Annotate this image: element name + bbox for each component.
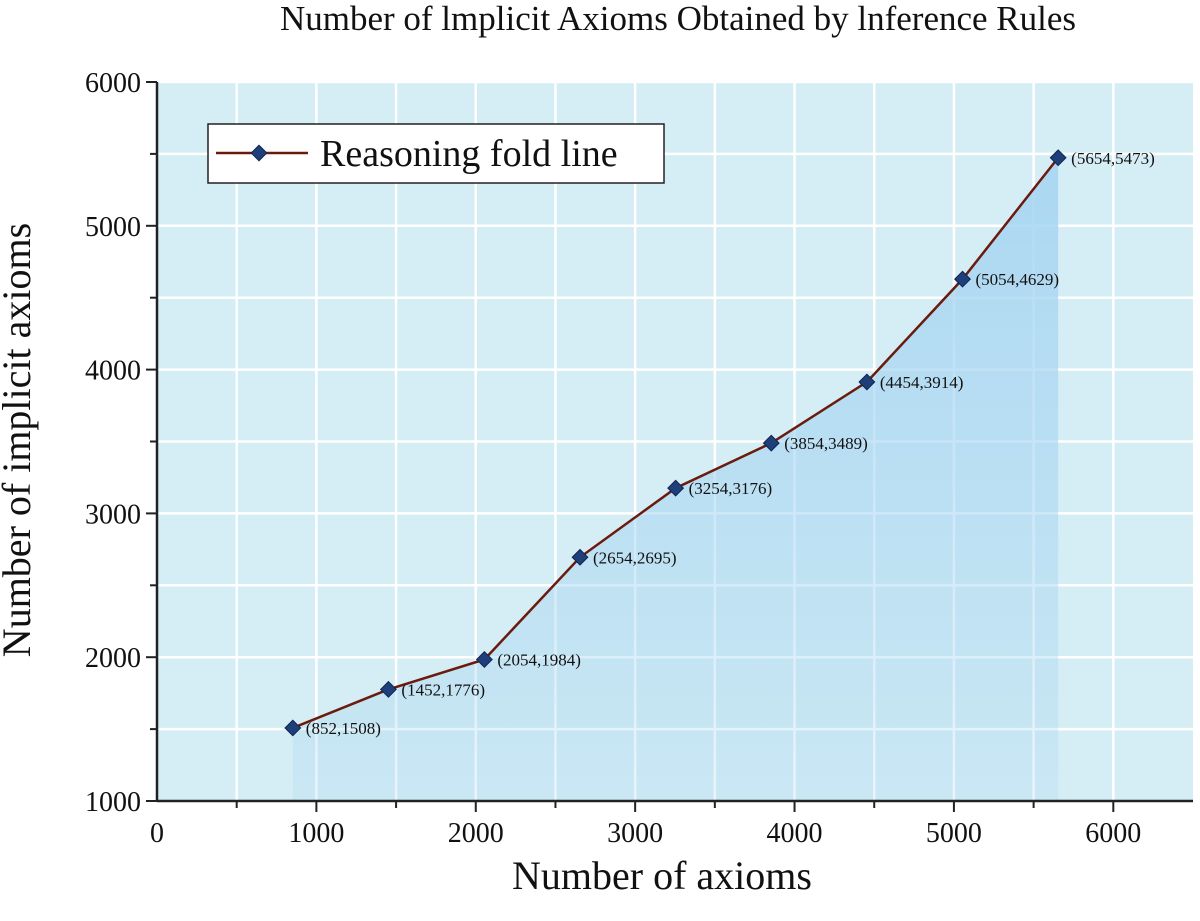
- data-point-label: (5054,4629): [976, 270, 1060, 289]
- chart-title: Number of lmplicit Axioms Obtained by ln…: [280, 0, 1076, 38]
- legend: Reasoning fold line: [207, 123, 665, 184]
- data-point-label: (852,1508): [306, 719, 381, 738]
- x-axis-ticks: 0 1000 2000 3000 4000 5000 6000: [150, 801, 1141, 849]
- y-axis-ticks: 1000 2000 3000 4000 5000 6000: [85, 68, 157, 818]
- point-labels: (852,1508) (1452,1776) (2054,1984) (2654,26…: [306, 149, 1155, 738]
- x-tick-label: 1000: [288, 818, 344, 849]
- data-point-label: (3254,3176): [689, 479, 773, 498]
- y-tick-label: 5000: [85, 212, 141, 243]
- data-point-label: (5654,5473): [1071, 149, 1155, 168]
- x-axis-title: Number of axioms: [512, 853, 812, 898]
- x-tick-label: 2000: [448, 818, 504, 849]
- y-tick-label: 6000: [85, 68, 141, 99]
- area-fill: [292, 157, 1059, 801]
- data-point-marker: [762, 434, 780, 452]
- x-tick-label: 6000: [1085, 818, 1141, 849]
- series-markers: [284, 149, 1067, 737]
- data-point-label: (3854,3489): [784, 434, 868, 453]
- data-point-marker: [858, 373, 876, 391]
- data-point-marker: [379, 680, 397, 698]
- y-tick-label: 1000: [85, 787, 141, 818]
- data-point-marker: [284, 719, 302, 737]
- data-point-label: (4454,3914): [880, 373, 964, 392]
- y-tick-label: 4000: [85, 356, 141, 387]
- y-tick-label: 2000: [85, 643, 141, 674]
- x-tick-label: 5000: [926, 818, 982, 849]
- y-axis-title: Number of implicit axioms: [0, 223, 39, 657]
- data-point-label: (1452,1776): [401, 680, 485, 699]
- y-tick-label: 3000: [85, 499, 141, 530]
- data-point-label: (2054,1984): [497, 651, 581, 670]
- data-point-label: (2654,2695): [593, 548, 677, 567]
- data-point-marker: [954, 270, 972, 288]
- x-tick-label: 3000: [607, 818, 663, 849]
- x-tick-label: 0: [150, 818, 164, 849]
- data-point-marker: [1049, 149, 1067, 167]
- x-tick-label: 4000: [767, 818, 823, 849]
- data-point-marker: [667, 479, 685, 497]
- data-point-marker: [475, 651, 493, 668]
- legend-label: Reasoning fold line: [320, 133, 618, 175]
- data-point-marker: [571, 548, 589, 566]
- legend-marker-swatch: [250, 144, 268, 162]
